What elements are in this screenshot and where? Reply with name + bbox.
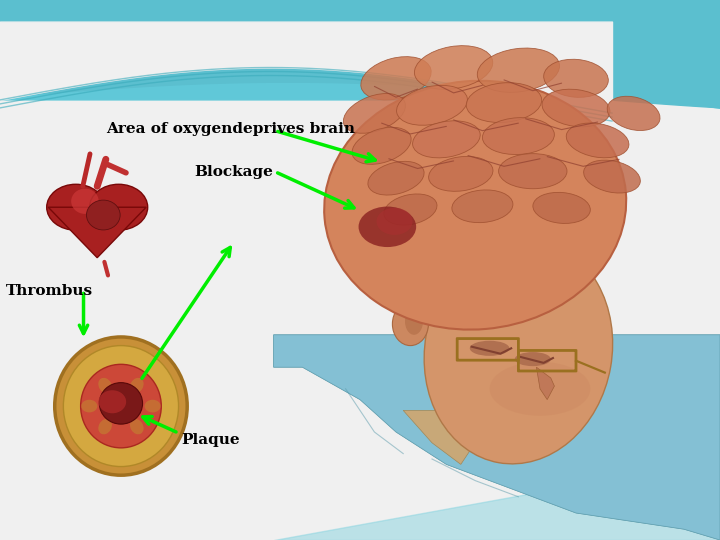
- Ellipse shape: [477, 48, 559, 92]
- Ellipse shape: [81, 400, 97, 413]
- Text: Blockage: Blockage: [194, 165, 274, 179]
- Ellipse shape: [145, 400, 161, 413]
- Polygon shape: [274, 335, 720, 540]
- Ellipse shape: [470, 341, 510, 356]
- Ellipse shape: [413, 121, 480, 158]
- Ellipse shape: [377, 208, 413, 235]
- Ellipse shape: [515, 352, 551, 366]
- Ellipse shape: [343, 93, 405, 133]
- Ellipse shape: [542, 89, 610, 127]
- Ellipse shape: [71, 188, 99, 214]
- Ellipse shape: [452, 190, 513, 222]
- Ellipse shape: [324, 81, 626, 329]
- Polygon shape: [403, 410, 475, 464]
- Ellipse shape: [359, 206, 416, 247]
- Polygon shape: [274, 335, 720, 540]
- Text: Thrombus: Thrombus: [6, 284, 93, 298]
- Ellipse shape: [490, 362, 590, 416]
- Ellipse shape: [368, 161, 424, 195]
- Ellipse shape: [86, 200, 120, 230]
- Ellipse shape: [99, 383, 143, 424]
- Ellipse shape: [397, 85, 467, 125]
- Ellipse shape: [424, 238, 613, 464]
- Ellipse shape: [130, 378, 143, 393]
- Polygon shape: [274, 459, 720, 540]
- Ellipse shape: [415, 46, 492, 89]
- Ellipse shape: [566, 123, 629, 158]
- Ellipse shape: [99, 378, 112, 393]
- Ellipse shape: [607, 96, 660, 131]
- Ellipse shape: [392, 302, 428, 346]
- Ellipse shape: [482, 118, 554, 154]
- Ellipse shape: [467, 83, 541, 123]
- Ellipse shape: [544, 59, 608, 97]
- Ellipse shape: [584, 160, 640, 193]
- Polygon shape: [536, 367, 554, 400]
- Ellipse shape: [405, 308, 423, 335]
- Ellipse shape: [81, 364, 161, 448]
- Ellipse shape: [384, 194, 437, 225]
- Ellipse shape: [99, 419, 112, 434]
- Ellipse shape: [89, 184, 148, 230]
- Ellipse shape: [428, 157, 493, 191]
- Ellipse shape: [99, 390, 126, 413]
- Ellipse shape: [533, 192, 590, 224]
- Text: Plaque: Plaque: [181, 433, 240, 447]
- Ellipse shape: [352, 127, 411, 164]
- Ellipse shape: [361, 57, 431, 100]
- Ellipse shape: [55, 337, 187, 475]
- Ellipse shape: [63, 346, 179, 467]
- Text: Area of oxygendeprives brain: Area of oxygendeprives brain: [106, 122, 355, 136]
- Polygon shape: [48, 207, 146, 258]
- Ellipse shape: [130, 419, 143, 434]
- Ellipse shape: [498, 153, 567, 188]
- Ellipse shape: [47, 184, 105, 230]
